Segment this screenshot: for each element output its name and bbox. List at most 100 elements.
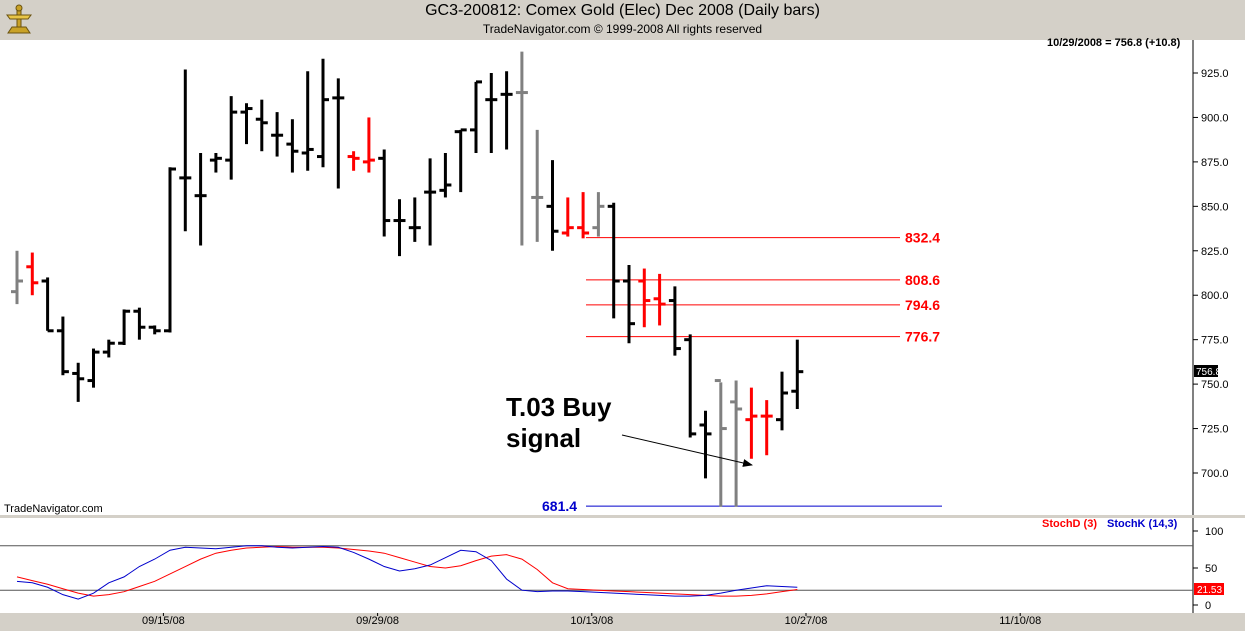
price-y-ticks: 925.0 900.0 875.0 850.0 825.0 800.0 775.0 750.0… [1193, 68, 1229, 480]
stoch-legend-d: StochD (3) [1042, 518, 1097, 530]
ohlc-bar [485, 73, 498, 153]
annotation-arrow [621, 434, 753, 467]
fib-label: 808.6 [905, 272, 940, 288]
stoch-tick-label: 100 [1205, 526, 1223, 538]
ohlc-bar [714, 379, 727, 507]
price-tick-label: 750.0 [1201, 379, 1229, 391]
chart-subtitle: TradeNavigator.com © 1999-2008 All right… [482, 22, 763, 36]
price-axis-panel [1193, 40, 1245, 515]
annotation-line2: signal [506, 423, 581, 453]
ohlc-bar [41, 277, 54, 333]
price-panel [0, 40, 1193, 515]
ohlc-bar [26, 252, 39, 296]
price-tick-label: 700.0 [1201, 468, 1229, 480]
stoch-panel [0, 518, 1193, 613]
stoch-legend-k: StochK (14,3) [1107, 518, 1178, 530]
ohlc-bar [699, 410, 712, 479]
ohlc-bar [500, 71, 513, 150]
last-price-box [1194, 365, 1218, 377]
ohlc-bar [332, 78, 345, 189]
stoch-tick-label: 50 [1205, 563, 1217, 575]
ohlc-bar [133, 307, 146, 340]
ohlc-bars [11, 51, 804, 507]
ohlc-bar [378, 149, 391, 237]
stochastic-lines [0, 545, 1193, 600]
ohlc-bar [301, 71, 314, 171]
ohlc-bar [72, 362, 85, 402]
stoch-series-line [16, 546, 798, 597]
ohlc-bar [255, 99, 268, 152]
ohlc-bar [760, 400, 773, 456]
ohlc-bar [347, 151, 360, 171]
ohlc-bar [454, 128, 467, 193]
ohlc-bar [393, 199, 406, 257]
ohlc-bar [11, 250, 23, 305]
date-tick-label: 09/29/08 [356, 615, 399, 627]
date-tick-label: 10/13/08 [570, 615, 613, 627]
ohlc-bar [271, 112, 284, 157]
date-tick-label: 11/10/08 [999, 615, 1041, 627]
ohlc-bar [56, 316, 69, 376]
ohlc-bar [653, 273, 666, 326]
stoch-axis-panel [1193, 518, 1245, 613]
annotation-line1: T.03 Buy [506, 392, 612, 422]
ohlc-bar [148, 325, 161, 335]
ohlc-bar [531, 129, 544, 242]
price-tick-label: 825.0 [1201, 246, 1229, 258]
stoch-series-line [16, 545, 798, 600]
fib-label: 776.7 [905, 329, 940, 345]
price-tick-label: 725.0 [1201, 424, 1229, 436]
stoch-tick-label: 0 [1205, 600, 1211, 612]
date-tick-label: 10/27/08 [785, 615, 828, 627]
date-tick-label: 09/15/08 [142, 615, 185, 627]
date-x-ticks: 09/15/08 09/29/08 10/13/08 10/27/08 11/10/08 [142, 613, 1041, 627]
ohlc-bar [102, 339, 115, 358]
ohlc-bar [638, 268, 651, 328]
last-price-label: 756.8 [1196, 367, 1221, 378]
price-tick-label: 775.0 [1201, 335, 1229, 347]
ohlc-bar [408, 197, 421, 242]
ohlc-bar [209, 153, 222, 173]
support-label: 681.4 [542, 498, 577, 514]
ohlc-bar [577, 192, 590, 239]
ohlc-bar [118, 309, 131, 345]
price-tick-label: 900.0 [1201, 112, 1229, 124]
ohlc-bar [240, 103, 253, 145]
ohlc-bar [623, 265, 635, 344]
last-readout: 10/29/2008 = 756.8 (+10.8) [1047, 37, 1181, 49]
ohlc-bar [317, 58, 329, 168]
ohlc-bar [776, 371, 788, 431]
ohlc-bar [684, 334, 697, 438]
price-tick-label: 925.0 [1201, 68, 1229, 80]
ohlc-bar [286, 119, 299, 173]
price-tick-label: 800.0 [1201, 290, 1229, 302]
ohlc-bar [745, 387, 758, 459]
title-bar [0, 0, 1245, 40]
ohlc-bar [179, 69, 192, 232]
ohlc-bar [87, 348, 100, 388]
ohlc-bar [546, 160, 559, 251]
ohlc-bar [362, 117, 375, 173]
ohlc-bar [592, 192, 605, 237]
fib-label: 832.4 [905, 230, 940, 246]
stoch-last-box [1194, 583, 1224, 595]
watermark: TradeNavigator.com [4, 503, 103, 515]
price-tick-label: 850.0 [1201, 201, 1229, 213]
stoch-y-ticks: 100 50 0 [1193, 526, 1223, 612]
ohlc-bar [439, 153, 452, 198]
ohlc-bar [164, 167, 176, 333]
ohlc-bar [561, 197, 574, 237]
ohlc-bar [225, 96, 238, 180]
ohlc-bar [470, 80, 482, 153]
stoch-last-label: 21.53 [1197, 585, 1222, 596]
ohlc-bar [194, 153, 207, 246]
ohlc-bar [515, 51, 528, 246]
ohlc-bar [730, 380, 743, 507]
panel-separator [0, 515, 1245, 518]
logo-icon [4, 3, 34, 35]
ohlc-bar [424, 158, 437, 246]
chart-title: GC3-200812: Comex Gold (Elec) Dec 2008 (… [425, 2, 820, 19]
price-tick-label: 875.0 [1201, 157, 1229, 169]
ohlc-bar [791, 339, 804, 409]
